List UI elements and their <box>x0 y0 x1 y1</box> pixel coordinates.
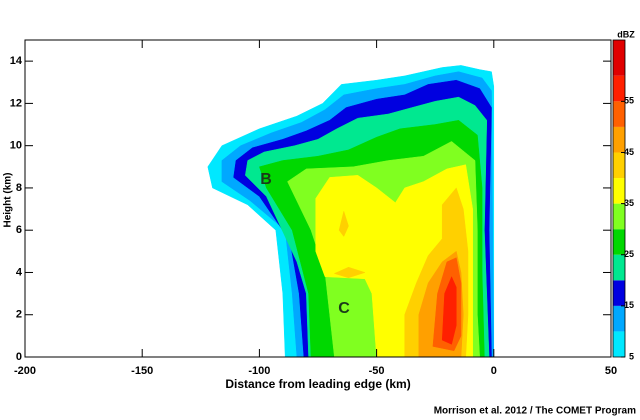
y-tick-label: 8 <box>16 182 22 194</box>
y-tick-label: 2 <box>16 309 22 321</box>
colorbar-band <box>613 101 625 127</box>
colorbar-tick-label: 25 <box>624 249 634 259</box>
x-tick-label: -200 <box>14 365 36 377</box>
contour-region <box>334 266 366 279</box>
y-axis-label: Height (km) <box>3 173 14 228</box>
colorbar-band <box>613 152 625 179</box>
colorbar-band <box>613 331 625 357</box>
x-tick-label: -150 <box>131 365 153 377</box>
colorbar-band <box>613 280 625 306</box>
colorbar-tick-label: 45 <box>624 147 634 157</box>
colorbar-band <box>613 75 625 102</box>
colorbar-band <box>613 178 625 204</box>
contour-layer <box>207 65 495 358</box>
y-tick-label: 10 <box>10 140 22 152</box>
y-tick-label: 14 <box>10 55 23 67</box>
colorbar-band <box>613 229 625 255</box>
contour-region <box>338 210 349 237</box>
colorbar-band <box>613 254 625 281</box>
annotation: B <box>260 171 272 188</box>
colorbar-band <box>613 40 625 76</box>
plot-frame <box>24 39 612 358</box>
colorbar-tick-label: 35 <box>624 198 634 208</box>
y-tick-label: 6 <box>16 224 22 236</box>
colorbar-label: dBZ <box>617 29 635 39</box>
colorbar-band <box>613 203 625 230</box>
credit: Morrison et al. 2012 / The COMET Program <box>434 406 636 417</box>
colorbar-tick-label: 5 <box>629 351 634 361</box>
colorbar-band <box>613 126 625 153</box>
contour-region <box>441 276 457 345</box>
x-axis-label: Distance from leading edge (km) <box>225 377 410 391</box>
x-tick-label: 0 <box>491 365 497 377</box>
x-tick-label: -100 <box>248 365 270 377</box>
colorbar-band <box>613 305 625 332</box>
y-tick-label: 0 <box>16 351 22 363</box>
annotation: C <box>338 300 350 317</box>
y-tick-label: 4 <box>16 266 23 278</box>
colorbar-tick-label: 15 <box>624 300 634 310</box>
colorbar-frame <box>612 39 626 358</box>
y-tick-label: 12 <box>10 97 22 109</box>
x-tick-label: 50 <box>605 365 617 377</box>
x-tick-label: -50 <box>369 365 385 377</box>
colorbar-tick-label: 55 <box>624 96 634 106</box>
